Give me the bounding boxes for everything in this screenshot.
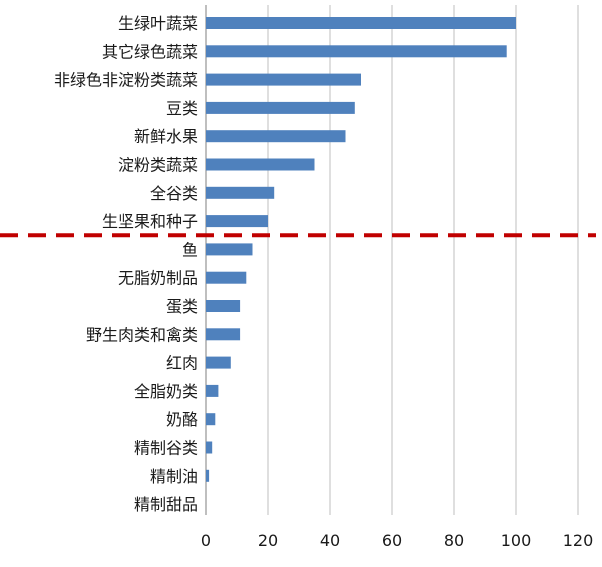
category-label: 生坚果和种子 bbox=[102, 212, 198, 231]
bar bbox=[206, 441, 213, 454]
category-label: 无脂奶制品 bbox=[118, 269, 198, 288]
category-label: 精制油 bbox=[150, 467, 198, 486]
bar bbox=[206, 130, 346, 143]
bar bbox=[206, 300, 241, 312]
x-tick-labels: 0 20 40 60 80 100 120 bbox=[201, 531, 593, 550]
x-tick-label: 120 bbox=[563, 531, 594, 550]
x-tick-label: 20 bbox=[258, 531, 278, 550]
x-tick-label: 100 bbox=[501, 531, 532, 550]
category-label: 红肉 bbox=[166, 354, 198, 373]
category-labels: 生绿叶蔬菜其它绿色蔬菜非绿色非淀粉类蔬菜豆类新鲜水果淀粉类蔬菜全谷类生坚果和种子… bbox=[54, 14, 198, 514]
category-label: 豆类 bbox=[166, 99, 198, 118]
bar bbox=[206, 158, 315, 171]
bar bbox=[206, 271, 247, 284]
bar bbox=[206, 328, 241, 341]
bar bbox=[206, 186, 275, 199]
category-label: 精制谷类 bbox=[134, 439, 198, 458]
bar bbox=[206, 73, 361, 86]
category-label: 精制甜品 bbox=[134, 495, 198, 514]
category-label: 其它绿色蔬菜 bbox=[102, 42, 198, 61]
bar bbox=[206, 243, 253, 256]
category-label: 全脂奶类 bbox=[134, 382, 198, 401]
category-label: 全谷类 bbox=[150, 184, 198, 203]
category-label: 生绿叶蔬菜 bbox=[118, 14, 198, 33]
bars bbox=[206, 17, 516, 482]
x-tick-label: 60 bbox=[382, 531, 402, 550]
x-tick-label: 40 bbox=[320, 531, 340, 550]
bar bbox=[206, 101, 355, 114]
bar bbox=[206, 384, 219, 397]
bar bbox=[206, 17, 516, 29]
grid-lines bbox=[267, 5, 579, 515]
bar bbox=[206, 45, 507, 58]
category-label: 蛋类 bbox=[166, 297, 198, 316]
bar bbox=[206, 413, 216, 426]
category-label: 非绿色非淀粉类蔬菜 bbox=[54, 71, 198, 90]
bar bbox=[206, 469, 210, 482]
x-tick-label: 80 bbox=[444, 531, 464, 550]
x-tick-label: 0 bbox=[201, 531, 211, 550]
category-label: 新鲜水果 bbox=[134, 127, 198, 146]
category-label: 野生肉类和禽类 bbox=[86, 325, 198, 344]
category-label: 奶酪 bbox=[166, 410, 198, 429]
category-label: 淀粉类蔬菜 bbox=[118, 156, 198, 175]
category-label: 鱼 bbox=[182, 240, 198, 259]
bar bbox=[206, 356, 231, 369]
bar bbox=[206, 215, 268, 228]
